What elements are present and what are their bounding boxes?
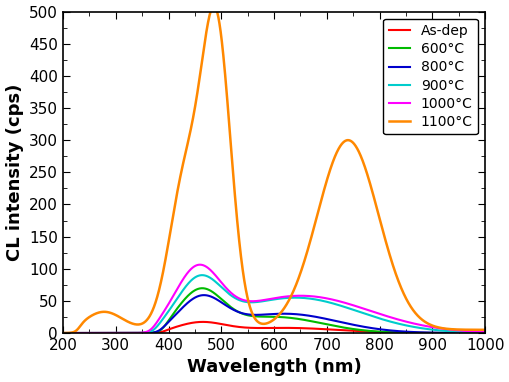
800°C (240, 311, 246, 316)
1100°C (447, 327, 454, 332)
1000°C (366, 308, 372, 313)
800°C (366, 325, 372, 330)
900°C (60, 331, 66, 335)
1100°C (481, 327, 487, 332)
600°C (260, 314, 266, 319)
1000°C (468, 329, 474, 334)
900°C (481, 330, 487, 335)
1000°C (60, 331, 66, 335)
900°C (468, 330, 474, 335)
600°C (60, 331, 66, 335)
Y-axis label: CL intensity (cps): CL intensity (cps) (6, 84, 23, 261)
800°C (201, 293, 207, 298)
As-dep (468, 331, 474, 335)
600°C (447, 331, 454, 335)
1100°C (60, 331, 66, 335)
Line: 600°C: 600°C (63, 288, 484, 333)
As-dep (481, 331, 487, 335)
800°C (468, 331, 474, 335)
800°C (260, 312, 266, 317)
600°C (481, 331, 487, 335)
600°C (468, 331, 474, 335)
As-dep (237, 325, 243, 329)
800°C (60, 331, 66, 335)
Legend: As-dep, 600°C, 800°C, 900°C, 1000°C, 1100°C: As-dep, 600°C, 800°C, 900°C, 1000°C, 110… (382, 18, 477, 134)
As-dep (366, 329, 372, 334)
Line: 900°C: 900°C (63, 275, 484, 333)
1100°C (240, 275, 246, 280)
1100°C (468, 327, 474, 332)
1000°C (481, 330, 487, 334)
800°C (237, 311, 243, 315)
As-dep (447, 331, 454, 335)
900°C (199, 273, 205, 277)
Line: 1100°C: 1100°C (63, 6, 484, 333)
As-dep (260, 326, 266, 330)
1000°C (237, 297, 243, 301)
1100°C (237, 250, 243, 254)
1100°C (210, 3, 216, 8)
800°C (481, 331, 487, 335)
1000°C (447, 327, 454, 332)
Line: 800°C: 800°C (63, 295, 484, 333)
As-dep (200, 320, 206, 324)
900°C (366, 313, 372, 318)
900°C (237, 298, 243, 303)
600°C (240, 312, 246, 316)
1000°C (260, 298, 266, 303)
600°C (237, 311, 243, 315)
As-dep (60, 331, 66, 335)
Line: As-dep: As-dep (63, 322, 484, 333)
900°C (260, 299, 266, 303)
1100°C (260, 322, 266, 326)
Line: 1000°C: 1000°C (63, 265, 484, 333)
600°C (199, 286, 205, 290)
1100°C (366, 180, 372, 185)
As-dep (240, 325, 246, 330)
900°C (447, 329, 454, 333)
X-axis label: Wavelength (nm): Wavelength (nm) (186, 358, 361, 376)
1000°C (196, 262, 203, 267)
800°C (447, 330, 454, 335)
600°C (366, 329, 372, 333)
1000°C (240, 298, 246, 303)
900°C (240, 299, 246, 304)
